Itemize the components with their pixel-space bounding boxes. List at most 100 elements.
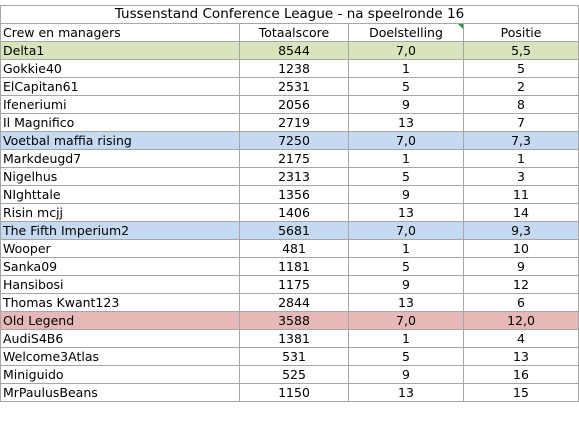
cell-name[interactable]: Il Magnifico: [0, 113, 240, 132]
cell-position[interactable]: 3: [462, 167, 579, 186]
table-row: Sanka09 1181 5 9: [0, 257, 579, 276]
table-row: MrPaulusBeans 1150 13 15: [0, 383, 579, 402]
cell-goal[interactable]: 1: [348, 59, 464, 78]
cell-score[interactable]: 1175: [239, 275, 349, 294]
cell-position[interactable]: 6: [462, 293, 579, 312]
cell-position[interactable]: 16: [462, 365, 579, 384]
cell-goal[interactable]: 1: [348, 239, 464, 258]
cell-name[interactable]: Risin mcjj: [0, 203, 240, 222]
table-row: Risin mcjj 1406 13 14: [0, 203, 579, 222]
cell-score[interactable]: 2175: [239, 149, 349, 168]
cell-goal[interactable]: 5: [348, 167, 464, 186]
cell-goal[interactable]: 9: [348, 95, 464, 114]
table-row: Delta1 8544 7,0 5,5: [0, 41, 579, 60]
cell-position[interactable]: 12,0: [462, 311, 579, 330]
cell-goal[interactable]: 7,0: [348, 41, 464, 60]
cell-score[interactable]: 525: [239, 365, 349, 384]
cell-score[interactable]: 1238: [239, 59, 349, 78]
table-title: Tussenstand Conference League - na speel…: [0, 5, 579, 24]
cell-name[interactable]: AudiS4B6: [0, 329, 240, 348]
table-row: Il Magnifico 2719 13 7: [0, 113, 579, 132]
table-row: AudiS4B6 1381 1 4: [0, 329, 579, 348]
table-row: Voetbal maffia rising 7250 7,0 7,3: [0, 131, 579, 150]
cell-score[interactable]: 1181: [239, 257, 349, 276]
cell-score[interactable]: 2844: [239, 293, 349, 312]
cell-name[interactable]: Thomas Kwant123: [0, 293, 240, 312]
cell-name[interactable]: Voetbal maffia rising: [0, 131, 240, 150]
cell-goal[interactable]: 7,0: [348, 221, 464, 240]
cell-name[interactable]: Wooper: [0, 239, 240, 258]
cell-goal[interactable]: 1: [348, 329, 464, 348]
cell-name[interactable]: Old Legend: [0, 311, 240, 330]
cell-name[interactable]: The Fifth Imperium2: [0, 221, 240, 240]
cell-position[interactable]: 1: [462, 149, 579, 168]
cell-goal[interactable]: 13: [348, 293, 464, 312]
cell-goal[interactable]: 1: [348, 149, 464, 168]
cell-score[interactable]: 8544: [239, 41, 349, 60]
header-name: Crew en managers: [0, 23, 240, 42]
table-row: Gokkie40 1238 1 5: [0, 59, 579, 78]
table-row: Welcome3Atlas 531 5 13: [0, 347, 579, 366]
cell-goal[interactable]: 7,0: [348, 131, 464, 150]
cell-position[interactable]: 9,3: [462, 221, 579, 240]
cell-score[interactable]: 1406: [239, 203, 349, 222]
cell-score[interactable]: 2719: [239, 113, 349, 132]
cell-score[interactable]: 5681: [239, 221, 349, 240]
cell-name[interactable]: Welcome3Atlas: [0, 347, 240, 366]
cell-position[interactable]: 7,3: [462, 131, 579, 150]
table-row: ElCapitan61 2531 5 2: [0, 77, 579, 96]
cell-name[interactable]: Nigelhus: [0, 167, 240, 186]
cell-name[interactable]: Markdeugd7: [0, 149, 240, 168]
header-goal-label: Doelstelling: [369, 25, 443, 40]
cell-position[interactable]: 4: [462, 329, 579, 348]
cell-name[interactable]: Ifeneriumi: [0, 95, 240, 114]
cell-score[interactable]: 1150: [239, 383, 349, 402]
cell-goal[interactable]: 5: [348, 347, 464, 366]
cell-score[interactable]: 2056: [239, 95, 349, 114]
cell-goal[interactable]: 9: [348, 365, 464, 384]
cell-position[interactable]: 15: [462, 383, 579, 402]
cell-name[interactable]: Delta1: [0, 41, 240, 60]
cell-goal[interactable]: 5: [348, 77, 464, 96]
cell-score[interactable]: 3588: [239, 311, 349, 330]
cell-position[interactable]: 12: [462, 275, 579, 294]
cell-position[interactable]: 10: [462, 239, 579, 258]
cell-score[interactable]: 1356: [239, 185, 349, 204]
cell-position[interactable]: 8: [462, 95, 579, 114]
standings-table: Tussenstand Conference League - na speel…: [0, 5, 579, 402]
cell-position[interactable]: 7: [462, 113, 579, 132]
comment-indicator-icon[interactable]: [458, 24, 463, 29]
cell-goal[interactable]: 13: [348, 203, 464, 222]
cell-goal[interactable]: 9: [348, 275, 464, 294]
cell-position[interactable]: 9: [462, 257, 579, 276]
cell-position[interactable]: 13: [462, 347, 579, 366]
cell-name[interactable]: Hansibosi: [0, 275, 240, 294]
cell-position[interactable]: 5,5: [462, 41, 579, 60]
cell-goal[interactable]: 13: [348, 113, 464, 132]
cell-name[interactable]: Sanka09: [0, 257, 240, 276]
table-row: Markdeugd7 2175 1 1: [0, 149, 579, 168]
cell-name[interactable]: Gokkie40: [0, 59, 240, 78]
cell-name[interactable]: MrPaulusBeans: [0, 383, 240, 402]
cell-score[interactable]: 481: [239, 239, 349, 258]
header-row: Crew en managers Totaalscore Doelstellin…: [0, 23, 579, 42]
cell-goal[interactable]: 13: [348, 383, 464, 402]
cell-score[interactable]: 531: [239, 347, 349, 366]
cell-goal[interactable]: 9: [348, 185, 464, 204]
cell-name[interactable]: NIghttale: [0, 185, 240, 204]
header-score: Totaalscore: [239, 23, 349, 42]
cell-score[interactable]: 2313: [239, 167, 349, 186]
cell-score[interactable]: 7250: [239, 131, 349, 150]
cell-position[interactable]: 5: [462, 59, 579, 78]
cell-name[interactable]: ElCapitan61: [0, 77, 240, 96]
cell-position[interactable]: 14: [462, 203, 579, 222]
cell-position[interactable]: 2: [462, 77, 579, 96]
cell-goal[interactable]: 5: [348, 257, 464, 276]
cell-goal[interactable]: 7,0: [348, 311, 464, 330]
table-row: Old Legend 3588 7,0 12,0: [0, 311, 579, 330]
cell-score[interactable]: 2531: [239, 77, 349, 96]
cell-name[interactable]: Miniguido: [0, 365, 240, 384]
table-row: Miniguido 525 9 16: [0, 365, 579, 384]
cell-score[interactable]: 1381: [239, 329, 349, 348]
cell-position[interactable]: 11: [462, 185, 579, 204]
